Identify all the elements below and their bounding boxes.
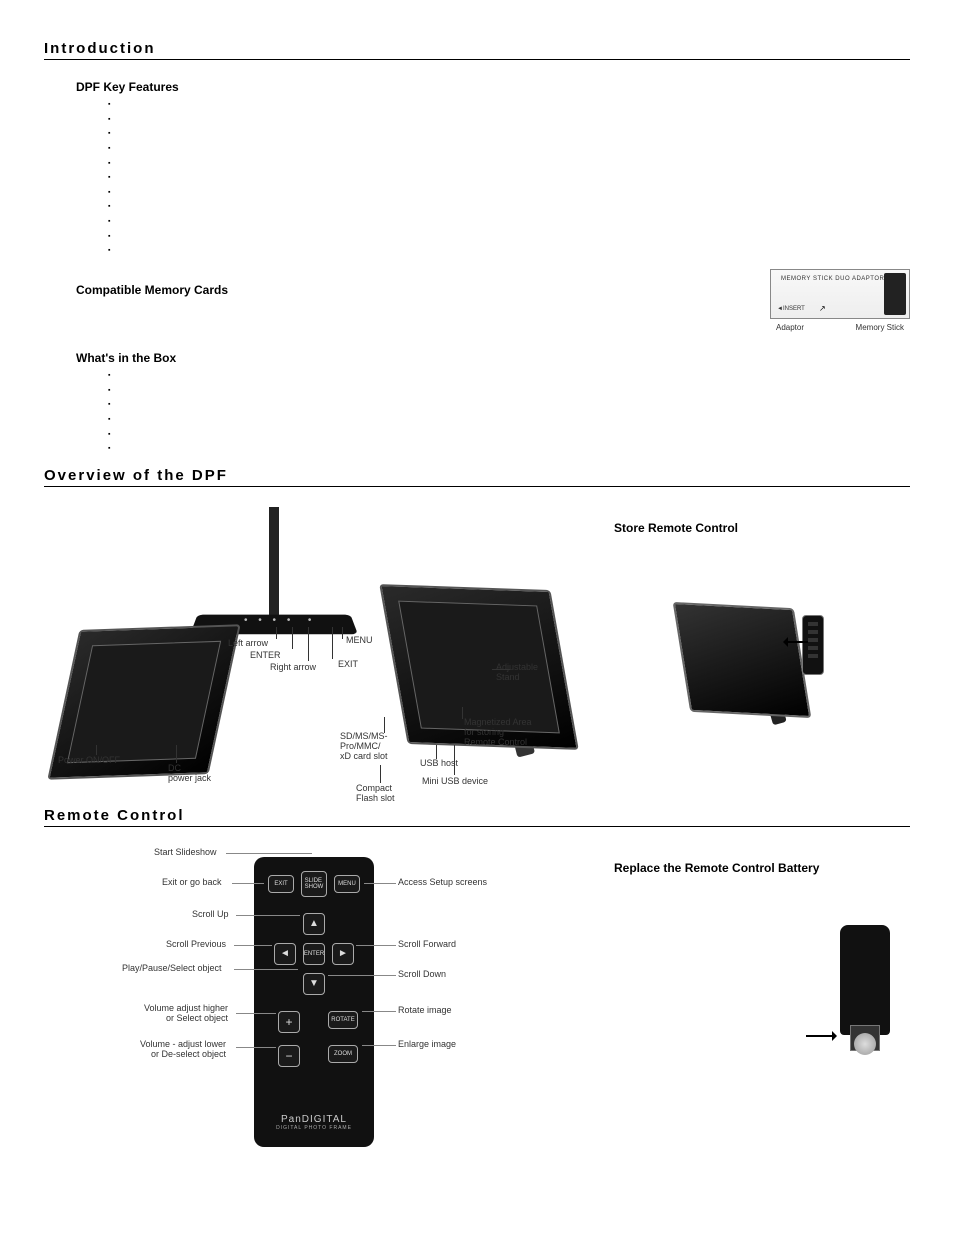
list-item — [108, 442, 750, 457]
list-item — [108, 428, 750, 443]
feature-list — [108, 98, 910, 259]
list-item — [108, 244, 910, 259]
label-cf: Compact Flash slot — [356, 783, 395, 803]
rlabel-slideshow: Start Slideshow — [154, 847, 217, 857]
caption-stick: Memory Stick — [856, 323, 904, 332]
list-item — [108, 98, 910, 113]
section-heading-remote: Remote Control — [44, 807, 910, 827]
box-list — [108, 369, 750, 457]
list-item — [108, 127, 910, 142]
label-sd: SD/MS/MS- Pro/MMC/ xD card slot — [340, 731, 388, 761]
label-menu: MENU — [346, 635, 373, 645]
btn-enter: ENTER — [303, 943, 325, 965]
memory-stick-icon — [884, 273, 906, 315]
list-item — [108, 157, 910, 172]
list-item — [108, 369, 750, 384]
list-item — [108, 186, 910, 201]
list-item — [108, 398, 750, 413]
rlabel-zoom: Enlarge image — [398, 1039, 456, 1049]
label-enter: ENTER — [250, 650, 281, 660]
label-dc: DC power jack — [168, 763, 211, 783]
battery-icon — [854, 1033, 876, 1055]
btn-left: ◄ — [274, 943, 296, 965]
adaptor-title: MEMORY STICK DUO ADAPTOR — [781, 276, 884, 282]
remote-body: EXIT SLIDE SHOW MENU ▲ ◄ ENTER ► ▼ + ROT… — [254, 857, 374, 1147]
button-dots: • • • • • — [244, 615, 315, 626]
subheading-features: DPF Key Features — [76, 80, 910, 94]
list-item — [108, 413, 750, 428]
subheading-replace-battery: Replace the Remote Control Battery — [614, 861, 910, 875]
btn-zoom: ZOOM — [328, 1045, 358, 1063]
battery-figure — [800, 925, 910, 1055]
rlabel-menu: Access Setup screens — [398, 877, 487, 887]
label-power: Power ON/OFF — [58, 755, 120, 765]
btn-rotate: ROTATE — [328, 1011, 358, 1029]
subheading-compat: Compatible Memory Cards — [76, 283, 750, 297]
arrow-icon: ↗ — [819, 304, 826, 313]
list-item — [108, 230, 910, 245]
caption-adaptor: Adaptor — [776, 323, 804, 332]
remote-figure: EXIT SLIDE SHOW MENU ▲ ◄ ENTER ► ▼ + ROT… — [54, 847, 524, 1167]
arrow-icon — [784, 641, 808, 643]
section-heading-overview: Overview of the DPF — [44, 467, 910, 487]
label-adjstand: Adjustable Stand — [496, 662, 538, 682]
rlabel-fwd: Scroll Forward — [398, 939, 456, 949]
label-usbhost: USB host — [420, 758, 458, 768]
rlabel-volup: Volume adjust higher or Select object — [144, 1003, 228, 1023]
adaptor-figure: MEMORY STICK DUO ADAPTOR ◄INSERT ↗ — [770, 269, 910, 319]
dpf-overview-figure: • • • • • Left arrow ENTER Right arrow M… — [44, 507, 564, 807]
list-item — [108, 171, 910, 186]
btn-right: ► — [332, 943, 354, 965]
stand-pole — [269, 507, 279, 617]
label-right-arrow: Right arrow — [270, 662, 316, 672]
rlabel-prev: Scroll Previous — [166, 939, 226, 949]
list-item — [108, 384, 750, 399]
rlabel-up: Scroll Up — [192, 909, 229, 919]
btn-menu: MENU — [334, 875, 360, 893]
label-left-arrow: Left arrow — [228, 638, 268, 648]
list-item — [108, 113, 910, 128]
insert-label: ◄INSERT — [777, 306, 805, 312]
label-miniusb: Mini USB device — [422, 776, 488, 786]
rlabel-down: Scroll Down — [398, 969, 446, 979]
btn-minus: − — [278, 1045, 300, 1067]
list-item — [108, 215, 910, 230]
list-item — [108, 200, 910, 215]
btn-plus: + — [278, 1011, 300, 1033]
rlabel-enter: Play/Pause/Select object — [122, 963, 222, 973]
btn-exit: EXIT — [268, 875, 294, 893]
remote-icon — [802, 615, 824, 675]
brand-label: PanDIGITAL DIGITAL PHOTO FRAME — [254, 1114, 374, 1131]
label-magnet: Magnetized Area for storing Remote Contr… — [464, 717, 532, 747]
list-item — [108, 142, 910, 157]
subheading-store-remote: Store Remote Control — [614, 521, 910, 535]
btn-up: ▲ — [303, 913, 325, 935]
rlabel-rotate: Rotate image — [398, 1005, 452, 1015]
subheading-box: What's in the Box — [76, 351, 750, 365]
label-exit: EXIT — [338, 659, 358, 669]
btn-down: ▼ — [303, 973, 325, 995]
rlabel-exit: Exit or go back — [162, 877, 222, 887]
rlabel-voldn: Volume - adjust lower or De-select objec… — [140, 1039, 226, 1059]
arrow-icon — [806, 1035, 836, 1037]
store-remote-figure — [672, 585, 852, 735]
btn-slideshow: SLIDE SHOW — [301, 871, 327, 897]
section-heading-intro: Introduction — [44, 40, 910, 60]
